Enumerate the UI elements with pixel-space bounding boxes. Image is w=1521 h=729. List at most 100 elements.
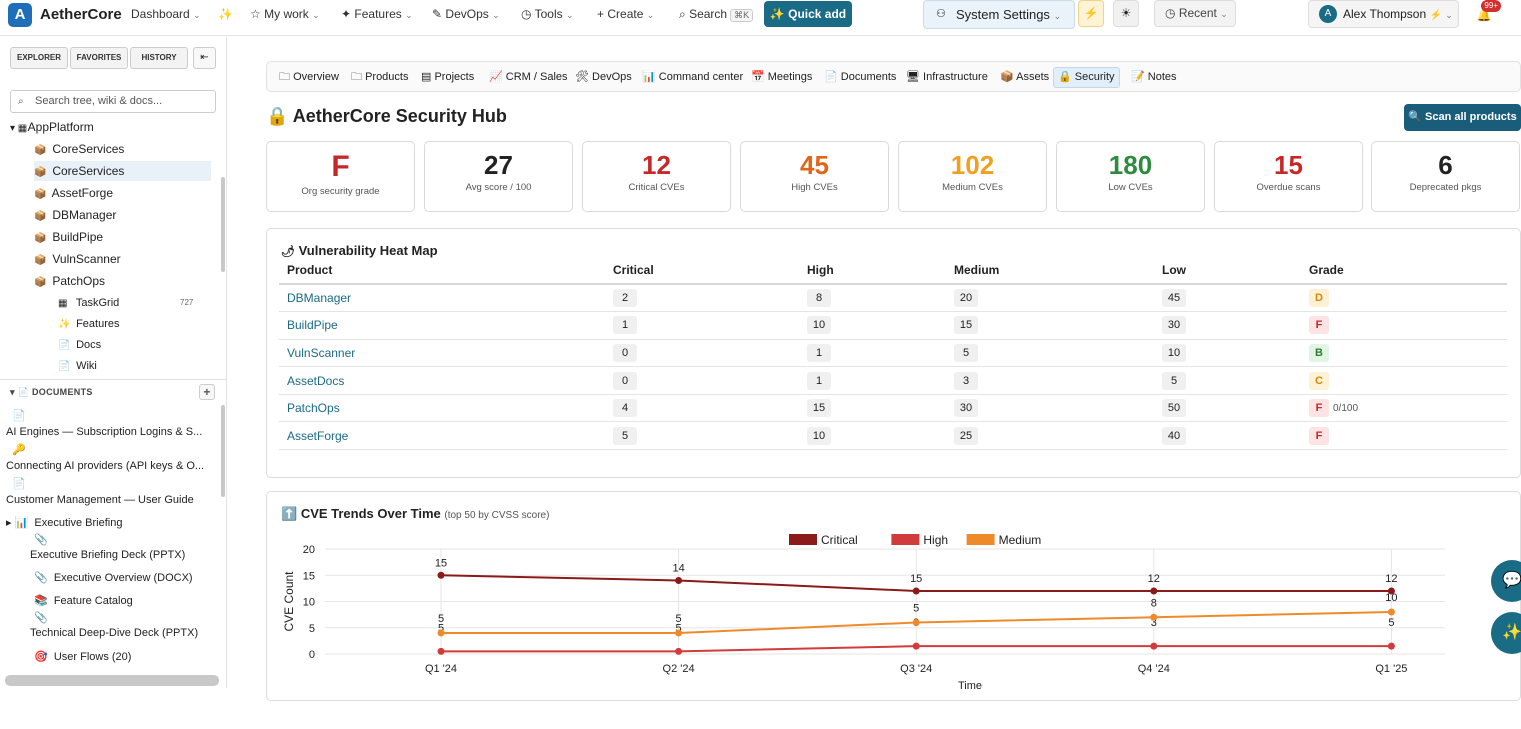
documents-section-header[interactable]: ▾ 📄 DOCUMENTS + [0,379,227,405]
user-menu[interactable]: A Alex Thompson ⚡ ⌄ [1308,0,1459,28]
chevron-down-icon: ▾ [10,387,15,397]
low-count: 30 [1162,316,1186,335]
docs-scrollbar[interactable] [221,405,225,497]
tree-item-appplatform[interactable]: ▾ ▦ AppPlatform [10,120,94,134]
product-link[interactable]: PatchOps [287,401,340,416]
heatmap-title: 🌶 Vulnerability Heat Map [281,243,438,258]
tab-crm-sales[interactable]: 📈 CRM / Sales [489,71,568,83]
clock-icon: ◷ [1165,6,1176,20]
low-count: 5 [1162,371,1186,390]
tab-favorites[interactable]: FAVORITES [70,47,128,69]
tree-item-taskgrid[interactable]: ▦ TaskGrid [58,293,119,313]
app-logo[interactable]: A [8,3,32,27]
tab-history[interactable]: HISTORY [130,47,188,69]
tab-devops[interactable]: 🛠 DevOps [575,71,632,83]
package-icon: 📦 [34,145,47,156]
nav-devops[interactable]: ✎ DevOps ⌄ [432,7,500,21]
kpi-label: Critical CVEs [628,182,685,193]
add-document-button[interactable]: + [199,384,215,400]
tree-item-wiki[interactable]: 📄 Wiki [58,356,97,376]
col-product: Product [279,257,613,285]
grade-badge: D [1309,289,1329,308]
tab-overview[interactable]: 🗀 Overview [279,71,339,83]
doc-item-executive-briefing[interactable]: ▸ 📊 Executive Briefing [6,517,123,529]
table-row[interactable]: AssetForge 5 10 25 40 F [279,421,1507,451]
brand-name[interactable]: AetherCore [40,6,122,23]
data-point [912,587,920,595]
table-row[interactable]: PatchOps 4 15 30 50 F 0/100 [279,394,1507,423]
kpi-label: Avg score / 100 [465,182,532,193]
table-row[interactable]: BuildPipe 1 10 15 30 F [279,311,1507,340]
tree-item-patchops[interactable]: 📦 PatchOps [34,271,105,291]
doc-item-technical-deck[interactable]: Technical Deep-Dive Deck (PPTX) [30,627,199,639]
sidebar-search-input[interactable]: ⌕ Search tree, wiki & docs... [10,90,216,113]
product-link[interactable]: BuildPipe [287,318,338,333]
tree-item-vulnscanner[interactable]: 📦 VulnScanner [34,249,121,269]
product-link[interactable]: AssetForge [287,428,349,443]
kpi-label: Deprecated pkgs [1409,182,1482,193]
tab-command-center[interactable]: 📊 Command center [642,71,744,83]
tree-item-coreservices[interactable]: 📦 CoreServices [34,139,124,159]
package-icon: 📦 [34,255,47,266]
grade-score: 0/100 [1333,403,1359,415]
system-settings-button[interactable]: ⚇ System Settings ⌄ [923,0,1075,29]
tree-item-coreservices-selected[interactable]: 📦 CoreServices [34,161,211,181]
data-point [675,629,683,637]
tab-meetings[interactable]: 📅 Meetings [751,71,813,83]
theme-toggle-icon[interactable]: ☀ [1113,0,1139,27]
tree-item-assetforge[interactable]: 📦 AssetForge [34,183,113,203]
nav-features[interactable]: ✦ Features ⌄ [341,7,413,21]
product-link[interactable]: AssetDocs [287,373,345,388]
bolt-icon[interactable]: ⚡ [1078,0,1104,27]
tab-projects[interactable]: ▤ Projects [421,71,475,83]
tab-infrastructure[interactable]: 🖥 Infrastructure [906,71,988,83]
tab-notes[interactable]: 📝 Notes [1131,71,1177,83]
doc-item-connecting-ai[interactable]: Connecting AI providers (API keys & O... [6,460,205,472]
doc-item-customer-management[interactable]: Customer Management — User Guide [6,494,194,506]
tab-explorer[interactable]: EXPLORER [10,47,68,69]
tab-products[interactable]: 🗀 Products [351,71,409,83]
sparkle-icon: ✨ [58,319,71,330]
nav-tools[interactable]: ◷ Tools ⌄ [521,7,574,21]
tree-item-docs[interactable]: 📄 Docs [58,335,101,355]
search-button[interactable]: ⌕ Search ⌘K [679,7,754,22]
tab-documents[interactable]: 📄 Documents [824,71,897,83]
doc-item-exec-briefing-deck[interactable]: Executive Briefing Deck (PPTX) [30,549,186,561]
table-row[interactable]: AssetDocs 0 1 3 5 C [279,366,1507,395]
y-tick-label: 0 [309,649,315,661]
horizontal-scrollbar[interactable] [5,675,219,686]
medium-count: 20 [954,289,978,308]
tree-item-dbmanager[interactable]: 📦 DBManager [34,205,116,225]
doc-item-feature-catalog[interactable]: 📚 Feature Catalog [34,595,133,607]
paperclip-icon: 📎 [34,572,48,584]
doc-item-ai-engines[interactable]: AI Engines — Subscription Logins & S... [6,426,203,438]
taskgrid-count: 727 [180,298,194,307]
lock-icon: 🔒 [1058,71,1072,83]
product-link[interactable]: DBManager [287,291,352,306]
scan-all-products-button[interactable]: 🔍 Scan all products [1404,104,1521,131]
recent-button[interactable]: ◷ Recent ⌄ [1154,0,1236,27]
quick-add-button[interactable]: ✨ Quick add [764,1,852,27]
sparkle-icon[interactable]: ✨ [218,7,233,21]
product-link[interactable]: VulnScanner [287,345,356,360]
nav-create[interactable]: + Create ⌄ [597,7,655,21]
nav-my-work[interactable]: ☆ My work ⌄ [250,7,320,21]
kpi-value: 45 [800,150,829,180]
tree-item-features[interactable]: ✨ Features [58,314,119,334]
paperclip-icon: 📎 [34,612,48,624]
table-row[interactable]: VulnScanner 0 1 5 10 B [279,339,1507,368]
tab-assets[interactable]: 📦 Assets [1000,71,1050,83]
tree-item-buildpipe[interactable]: 📦 BuildPipe [34,227,103,247]
nav-dashboard[interactable]: Dashboard ⌄ [131,7,201,21]
bell-icon[interactable]: 🔔 99+ [1470,0,1501,29]
tree-scrollbar[interactable] [221,177,225,272]
data-label: 5 [913,603,919,615]
table-row[interactable]: DBManager 2 8 20 45 D [279,284,1507,313]
chat-icon[interactable]: 💬 [1491,560,1521,602]
col-medium: Medium [954,257,1162,285]
doc-item-exec-overview[interactable]: 📎 Executive Overview (DOCX) [34,572,193,584]
tab-security[interactable]: 🔒 Security [1053,67,1120,88]
ai-assistant-icon[interactable]: ✨ [1491,612,1521,654]
doc-item-user-flows[interactable]: 🎯 User Flows (20) [34,651,132,663]
collapse-sidebar-button[interactable]: ⇤ [193,47,216,69]
